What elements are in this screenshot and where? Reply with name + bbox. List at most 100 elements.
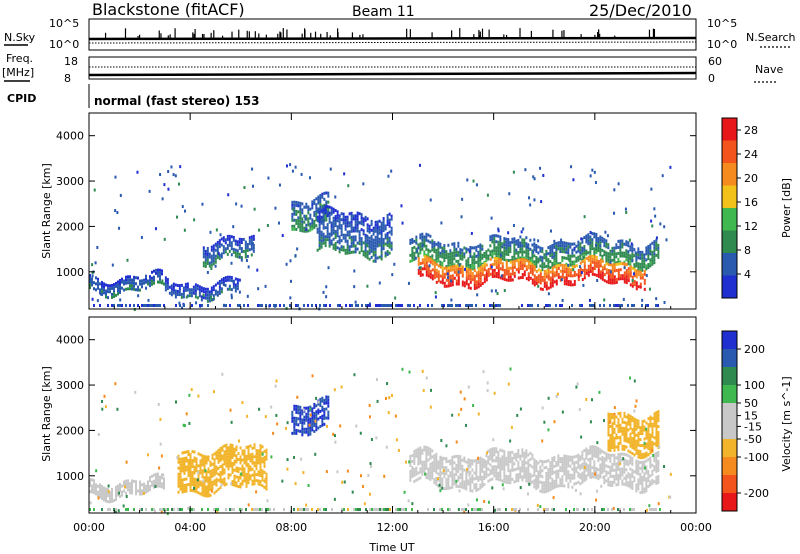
data-cell [259,465,262,469]
data-cell [455,270,458,274]
data-cell [513,237,516,241]
data-cell [431,262,434,266]
data-cell [609,439,612,443]
data-cell [234,251,237,255]
data-cell [545,272,548,276]
data-cell [166,284,169,288]
data-cell [103,498,105,502]
data-cell [543,420,546,424]
data-cell [476,293,479,297]
data-cell [567,268,570,272]
data-cell [243,455,246,459]
data-cell [549,467,552,471]
data-cell [423,238,426,242]
data-cell [326,235,329,239]
data-cell [533,280,536,284]
data-cell [655,466,658,470]
data-cell [587,258,590,262]
data-cell [637,481,640,485]
data-cell [645,445,648,449]
data-cell [332,237,335,241]
data-cell [362,241,365,245]
data-cell [607,421,610,425]
data-cell [633,379,636,383]
data-cell [622,297,625,301]
data-cell [467,257,470,261]
data-cell [669,165,672,169]
data-cell [535,243,538,247]
data-cell [443,457,446,461]
data-cell [651,422,654,426]
data-cell [629,467,632,471]
data-cell [409,478,412,482]
data-cell [273,304,275,307]
data-cell [557,454,560,458]
data-cell [649,462,652,466]
data-cell [585,271,588,275]
data-cell [305,412,308,416]
data-cell [243,458,246,462]
data-cell [336,213,339,217]
data-cell [577,255,580,259]
data-cell [109,284,111,288]
data-cell [657,474,660,478]
data-cell [537,274,540,278]
data-cell [366,256,369,260]
data-cell [649,261,652,265]
data-cell [378,225,381,229]
data-cell [493,243,496,247]
data-cell [197,464,200,468]
data-cell [611,446,614,450]
data-cell [493,246,496,250]
data-cell [212,247,215,251]
data-cell [139,480,141,484]
data-cell [307,406,310,410]
data-cell [477,478,480,482]
data-cell [519,250,522,254]
data-cell [543,262,546,266]
data-cell [193,459,196,463]
data-cell [123,282,125,286]
data-cell [222,236,225,240]
data-cell [382,217,385,221]
data-cell [457,282,460,286]
data-cell [647,426,650,430]
data-cell [317,411,320,415]
data-cell [653,258,656,262]
data-cell [238,246,241,250]
data-cell [372,250,375,254]
data-cell [565,469,568,473]
data-cell [609,471,612,475]
data-cell [619,452,622,456]
data-cell [521,304,523,307]
data-cell [145,277,147,281]
data-cell [641,429,644,433]
data-cell [411,502,414,506]
data-cell [597,272,600,276]
data-cell [193,456,196,460]
data-cell [479,459,482,463]
data-cell [597,263,600,267]
data-cell [264,284,267,288]
data-cell [625,430,628,434]
data-cell [531,465,534,469]
data-cell [623,429,626,433]
data-cell [445,460,448,464]
data-cell [486,389,489,393]
data-cell [433,264,436,268]
data-cell [340,385,343,389]
data-cell [336,231,339,235]
data-cell [493,256,496,260]
data-cell [601,274,604,278]
data-cell [619,411,622,415]
data-cell [653,243,656,247]
data-cell [189,488,192,492]
data-cell [579,265,582,269]
data-cell [607,430,610,434]
data-cell [551,284,554,288]
data-cell [113,295,115,299]
data-cell [133,479,135,483]
data-cell [507,275,510,279]
data-cell [623,447,626,451]
data-cell [575,385,578,389]
